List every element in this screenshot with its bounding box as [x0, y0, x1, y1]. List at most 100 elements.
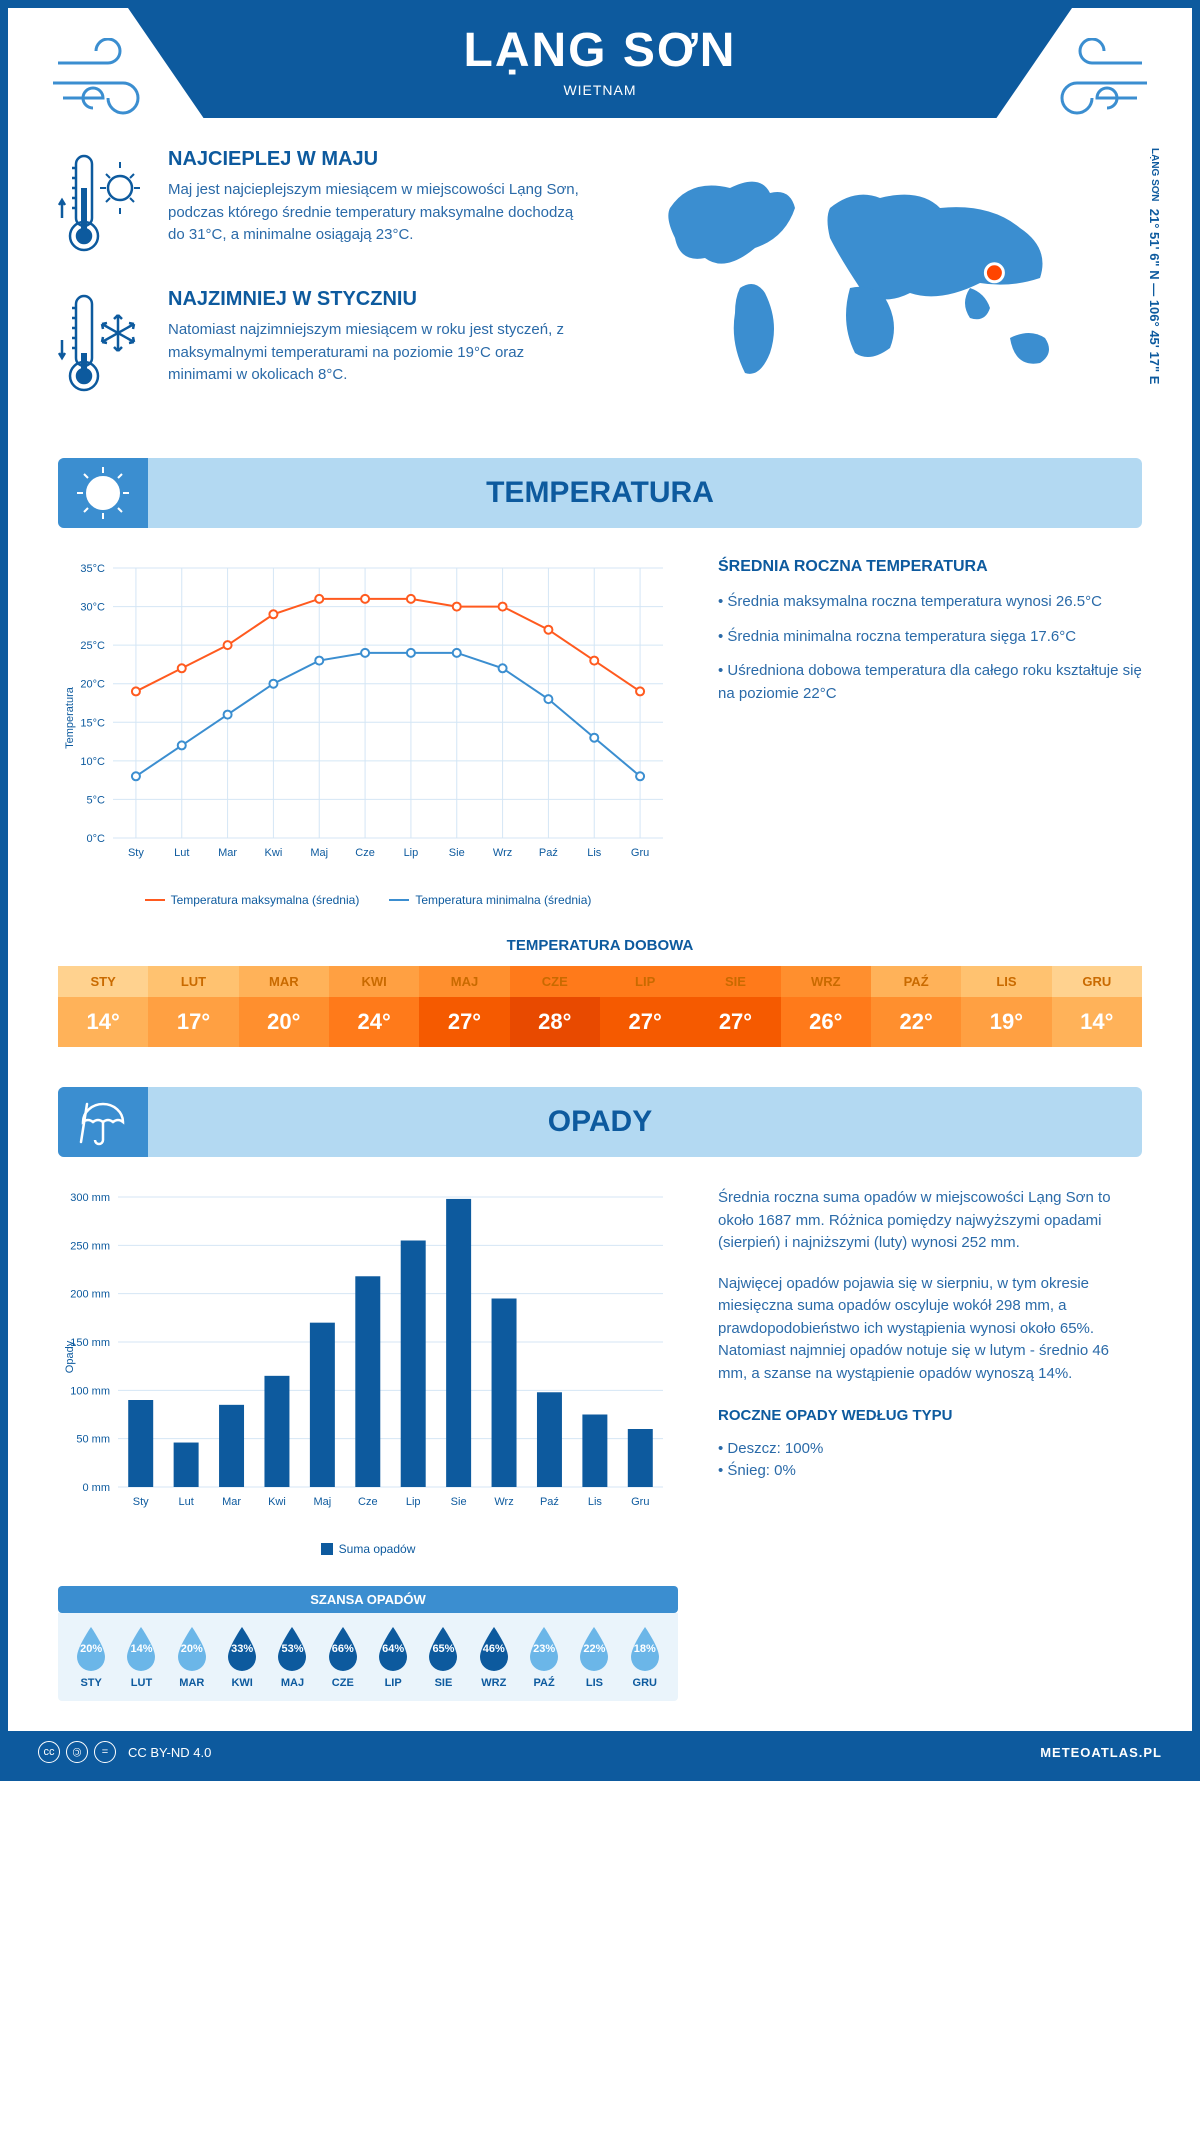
temp-summary-title: ŚREDNIA ROCZNA TEMPERATURA — [718, 558, 1142, 576]
raindrop-icon: 20% — [173, 1625, 211, 1671]
svg-text:Kwi: Kwi — [265, 847, 283, 859]
svg-text:20°C: 20°C — [80, 679, 105, 691]
temperature-section-header: TEMPERATURA — [58, 458, 1142, 528]
raindrop-icon: 14% — [122, 1625, 160, 1671]
svg-text:200 mm: 200 mm — [70, 1289, 110, 1301]
rain-type-item: • Śnieg: 0% — [718, 1460, 1142, 1483]
coldest-block: NAJZIMNIEJ W STYCZNIU Natomiast najzimni… — [58, 288, 580, 403]
svg-text:Wrz: Wrz — [493, 847, 512, 859]
svg-text:Kwi: Kwi — [268, 1496, 286, 1508]
raindrop-icon: 64% — [374, 1625, 412, 1671]
temp-cell: PAŹ 22° — [871, 966, 961, 1047]
temp-cell: KWI 24° — [329, 966, 419, 1047]
chance-cell: 65% SIE — [418, 1625, 468, 1689]
chance-cell: 14% LUT — [116, 1625, 166, 1689]
svg-text:Cze: Cze — [358, 1496, 378, 1508]
raindrop-icon: 66% — [324, 1625, 362, 1671]
svg-text:Sie: Sie — [451, 1496, 467, 1508]
svg-text:Lip: Lip — [406, 1496, 421, 1508]
chance-cell: 33% KWI — [217, 1625, 267, 1689]
temperature-legend: Temperatura maksymalna (średnia) Tempera… — [58, 893, 678, 907]
coordinates: LẠNG SƠN 21° 51' 6" N — 106° 45' 17" E — [1147, 148, 1162, 384]
raindrop-icon: 23% — [525, 1625, 563, 1671]
raindrop-icon: 20% — [72, 1625, 110, 1671]
rain-type-title: ROCZNE OPADY WEDŁUG TYPU — [718, 1405, 1142, 1428]
svg-text:Mar: Mar — [222, 1496, 241, 1508]
rain-chance-title: SZANSA OPADÓW — [58, 1586, 678, 1613]
license-icons: cc 🄯 = — [38, 1741, 116, 1763]
raindrop-icon: 18% — [626, 1625, 664, 1671]
temp-cell: STY 14° — [58, 966, 148, 1047]
chance-cell: 23% PAŹ — [519, 1625, 569, 1689]
raindrop-icon: 65% — [424, 1625, 462, 1671]
svg-text:5°C: 5°C — [87, 794, 106, 806]
svg-text:35°C: 35°C — [80, 563, 105, 575]
page-header: LẠNG SƠN WIETNAM — [128, 8, 1072, 118]
svg-text:Maj: Maj — [314, 1496, 332, 1508]
svg-text:Opady: Opady — [64, 1340, 76, 1373]
temp-cell: MAR 20° — [239, 966, 329, 1047]
temp-cell: WRZ 26° — [781, 966, 871, 1047]
daily-temp-table: STY 14° LUT 17° MAR 20° KWI 24° MAJ 27° … — [58, 966, 1142, 1047]
chance-cell: 20% MAR — [167, 1625, 217, 1689]
map-marker — [985, 264, 1003, 282]
raindrop-icon: 53% — [273, 1625, 311, 1671]
svg-text:Maj: Maj — [310, 847, 328, 859]
svg-text:Sty: Sty — [128, 847, 144, 859]
chance-cell: 66% CZE — [318, 1625, 368, 1689]
nd-icon: = — [94, 1741, 116, 1763]
svg-text:Lis: Lis — [588, 1496, 603, 1508]
svg-text:Lut: Lut — [178, 1496, 193, 1508]
svg-text:Lut: Lut — [174, 847, 189, 859]
temp-cell: LUT 17° — [148, 966, 238, 1047]
thermometer-cold-icon — [58, 288, 148, 403]
svg-text:300 mm: 300 mm — [70, 1192, 110, 1204]
svg-text:Gru: Gru — [631, 1496, 649, 1508]
warmest-title: NAJCIEPLEJ W MAJU — [168, 148, 580, 171]
temp-cell: LIP 27° — [600, 966, 690, 1047]
svg-text:Paź: Paź — [539, 847, 558, 859]
temp-bullet: • Uśredniona dobowa temperatura dla całe… — [718, 660, 1142, 705]
rainfall-legend: Suma opadów — [58, 1542, 678, 1556]
rainfall-section-header: OPADY — [58, 1087, 1142, 1157]
rain-type-item: • Deszcz: 100% — [718, 1438, 1142, 1461]
chance-cell: 20% STY — [66, 1625, 116, 1689]
svg-text:100 mm: 100 mm — [70, 1385, 110, 1397]
temp-cell: MAJ 27° — [419, 966, 509, 1047]
svg-text:25°C: 25°C — [80, 640, 105, 652]
page-subtitle: WIETNAM — [128, 82, 1072, 98]
rain-paragraph-1: Średnia roczna suma opadów w miejscowośc… — [718, 1187, 1142, 1255]
temperature-line-chart: 0°C5°C10°C15°C20°C25°C30°C35°CStyLutMarK… — [58, 558, 678, 878]
umbrella-icon — [58, 1087, 148, 1157]
temp-cell: CZE 28° — [510, 966, 600, 1047]
thermometer-hot-icon — [58, 148, 148, 263]
by-icon: 🄯 — [66, 1741, 88, 1763]
temp-cell: SIE 27° — [690, 966, 780, 1047]
svg-text:Sie: Sie — [449, 847, 465, 859]
chance-cell: 46% WRZ — [469, 1625, 519, 1689]
wind-decoration-right — [1042, 38, 1152, 123]
cc-icon: cc — [38, 1741, 60, 1763]
temp-bullet: • Średnia minimalna roczna temperatura s… — [718, 626, 1142, 649]
coldest-text: Natomiast najzimniejszym miesiącem w rok… — [168, 319, 580, 387]
license-text: CC BY-ND 4.0 — [128, 1745, 211, 1760]
rainfall-bar-chart: 0 mm50 mm100 mm150 mm200 mm250 mm300 mmS… — [58, 1187, 678, 1527]
warmest-block: NAJCIEPLEJ W MAJU Maj jest najcieplejszy… — [58, 148, 580, 263]
warmest-text: Maj jest najcieplejszym miesiącem w miej… — [168, 179, 580, 247]
raindrop-icon: 22% — [575, 1625, 613, 1671]
svg-text:Paź: Paź — [540, 1496, 559, 1508]
svg-text:Lis: Lis — [587, 847, 602, 859]
brand-text: METEOATLAS.PL — [1040, 1745, 1162, 1760]
svg-text:Cze: Cze — [355, 847, 375, 859]
svg-text:Sty: Sty — [133, 1496, 149, 1508]
chance-cell: 18% GRU — [620, 1625, 670, 1689]
svg-text:Lip: Lip — [404, 847, 419, 859]
svg-text:0°C: 0°C — [87, 833, 106, 845]
temp-cell: LIS 19° — [961, 966, 1051, 1047]
coldest-title: NAJZIMNIEJ W STYCZNIU — [168, 288, 580, 311]
world-map — [620, 148, 1100, 408]
svg-text:Mar: Mar — [218, 847, 237, 859]
svg-text:30°C: 30°C — [80, 602, 105, 614]
rain-paragraph-2: Najwięcej opadów pojawia się w sierpniu,… — [718, 1273, 1142, 1386]
rain-chance-panel: SZANSA OPADÓW 20% STY 14% LUT 20% MAR 33… — [58, 1586, 678, 1701]
